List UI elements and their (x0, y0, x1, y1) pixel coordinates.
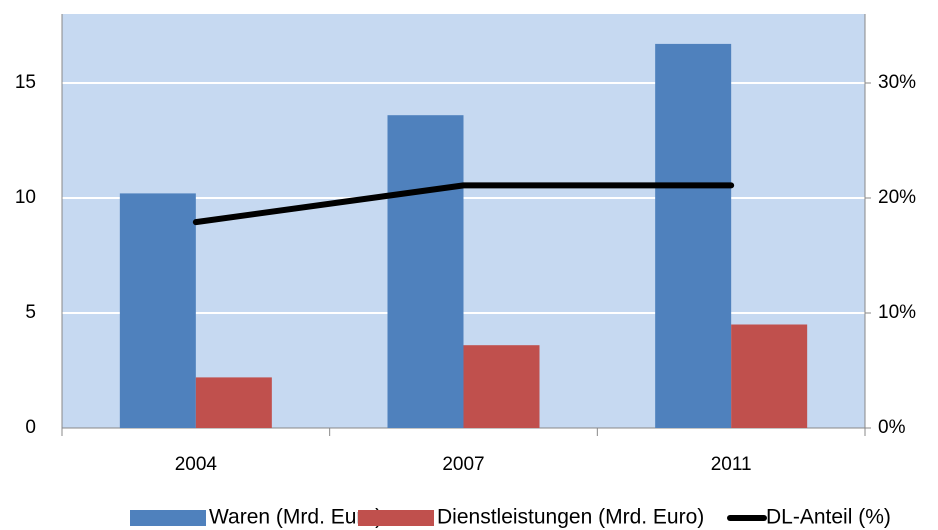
legend-label: Dienstleistungen (Mrd. Euro) (437, 506, 704, 529)
legend-swatch (358, 510, 434, 526)
y-tick-label: 5 (25, 302, 36, 323)
y-tick-label: 10 (15, 187, 36, 208)
y-tick-label: 0 (25, 417, 36, 438)
bar (655, 43, 732, 429)
legend-label: Waren (Mrd. Euro) (209, 506, 382, 529)
legend-swatch (130, 510, 206, 526)
x-tick-label: 2011 (711, 454, 752, 475)
legend-label: DL-Anteil (%) (766, 506, 891, 529)
y2-tick-label: 0% (878, 417, 906, 438)
y2-tick-label: 20% (878, 187, 916, 208)
y2-tick-label: 10% (878, 302, 916, 323)
bar (195, 377, 272, 428)
line-series (192, 182, 735, 226)
bar (119, 193, 196, 428)
x-tick-label: 2004 (175, 454, 218, 475)
x-tick-label: 2007 (442, 454, 484, 475)
y2-tick-label: 30% (878, 72, 916, 93)
bar (463, 345, 540, 428)
y-tick-label: 15 (15, 72, 36, 93)
bar (731, 324, 808, 428)
bar (387, 115, 464, 428)
